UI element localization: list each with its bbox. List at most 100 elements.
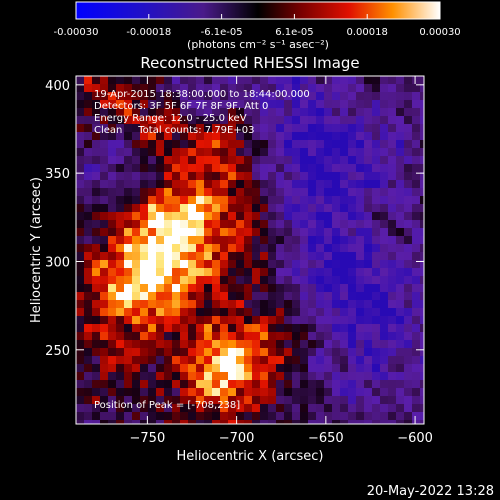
heatmap-cell: [348, 348, 357, 357]
heatmap-cell: [412, 260, 421, 269]
heatmap-cell: [164, 412, 173, 421]
heatmap-cell: [332, 324, 341, 333]
heatmap-cell: [196, 236, 205, 245]
heatmap-cell: [260, 284, 269, 293]
heatmap-cell: [292, 236, 301, 245]
heatmap-cell: [260, 220, 269, 229]
heatmap-cell: [172, 404, 181, 413]
heatmap-cell: [172, 364, 181, 373]
heatmap-cell: [356, 180, 365, 189]
heatmap-cell: [76, 236, 85, 245]
heatmap-cell: [124, 324, 133, 333]
heatmap-cell: [204, 228, 213, 237]
heatmap-cell: [396, 108, 405, 117]
heatmap-cell: [372, 180, 381, 189]
heatmap-cell: [148, 268, 157, 277]
heatmap-cell: [108, 420, 117, 424]
heatmap-cell: [132, 404, 141, 413]
heatmap-cell: [380, 300, 389, 309]
heatmap-cell: [140, 316, 149, 325]
heatmap-cell: [372, 260, 381, 269]
heatmap-cell: [356, 324, 365, 333]
heatmap-cell: [412, 348, 421, 357]
heatmap-cell: [372, 148, 381, 157]
heatmap-cell: [300, 172, 309, 181]
heatmap-cell: [108, 236, 117, 245]
heatmap-cell: [260, 364, 269, 373]
heatmap-cell: [84, 100, 93, 109]
heatmap-cell: [236, 252, 245, 261]
heatmap-cell: [252, 268, 261, 277]
heatmap-cell: [84, 324, 93, 333]
heatmap-cell: [236, 236, 245, 245]
heatmap-cell: [236, 212, 245, 221]
heatmap-cell: [84, 212, 93, 221]
heatmap-cell: [204, 268, 213, 277]
heatmap-cell: [316, 268, 325, 277]
heatmap-cell: [76, 164, 85, 173]
heatmap-cell: [156, 396, 165, 405]
heatmap-cell: [76, 188, 85, 197]
heatmap-cell: [380, 228, 389, 237]
heatmap-cell: [132, 124, 141, 133]
heatmap-cell: [260, 228, 269, 237]
heatmap-cell: [348, 284, 357, 293]
heatmap-cell: [132, 324, 141, 333]
heatmap-cell: [180, 76, 189, 85]
heatmap-cell: [116, 404, 125, 413]
heatmap-cell: [420, 204, 424, 213]
heatmap-cell: [252, 364, 261, 373]
heatmap-cell: [156, 196, 165, 205]
heatmap-cell: [172, 324, 181, 333]
heatmap-cell: [364, 172, 373, 181]
heatmap-cell: [300, 76, 309, 85]
heatmap-cell: [196, 164, 205, 173]
heatmap-cell: [348, 92, 357, 101]
heatmap-cell: [180, 172, 189, 181]
heatmap-cell: [276, 236, 285, 245]
heatmap-cell: [172, 140, 181, 149]
heatmap-cell: [244, 140, 253, 149]
heatmap-cell: [412, 188, 421, 197]
heatmap-cell: [156, 276, 165, 285]
heatmap-cell: [412, 100, 421, 109]
heatmap-cell: [92, 172, 101, 181]
heatmap-cell: [372, 292, 381, 301]
heatmap-cell: [156, 388, 165, 397]
heatmap-cell: [316, 196, 325, 205]
heatmap-cell: [100, 372, 109, 381]
heatmap-cell: [124, 412, 133, 421]
heatmap-cell: [140, 100, 149, 109]
heatmap-cell: [180, 340, 189, 349]
heatmap-cell: [348, 156, 357, 165]
heatmap-cell: [388, 396, 397, 405]
heatmap-cell: [228, 364, 237, 373]
heatmap-cell: [244, 420, 253, 424]
heatmap-cell: [164, 308, 173, 317]
heatmap-cell: [172, 156, 181, 165]
colorbar: -0.00030 -0.00018 -6.1e-05 6.1e-05 0.00018 0.…: [54, 1, 461, 51]
heatmap-cell: [404, 236, 413, 245]
heatmap-cell: [340, 76, 349, 85]
heatmap-cell: [156, 228, 165, 237]
heatmap-cell: [396, 92, 405, 101]
heatmap-cell: [268, 308, 277, 317]
heatmap-cell: [348, 308, 357, 317]
heatmap-cell: [172, 164, 181, 173]
heatmap-cell: [124, 164, 133, 173]
heatmap-cell: [292, 420, 301, 424]
heatmap-cell: [348, 388, 357, 397]
heatmap-cell: [228, 76, 237, 85]
heatmap-cell: [420, 348, 424, 357]
heatmap-cell: [84, 196, 93, 205]
heatmap-cell: [188, 292, 197, 301]
heatmap-cell: [364, 380, 373, 389]
heatmap-cell: [364, 412, 373, 421]
heatmap-cell: [148, 100, 157, 109]
heatmap-cell: [356, 292, 365, 301]
heatmap-cell: [252, 260, 261, 269]
heatmap-cell: [420, 284, 424, 293]
heatmap-cell: [116, 412, 125, 421]
heatmap-cell: [180, 380, 189, 389]
heatmap-cell: [396, 252, 405, 261]
